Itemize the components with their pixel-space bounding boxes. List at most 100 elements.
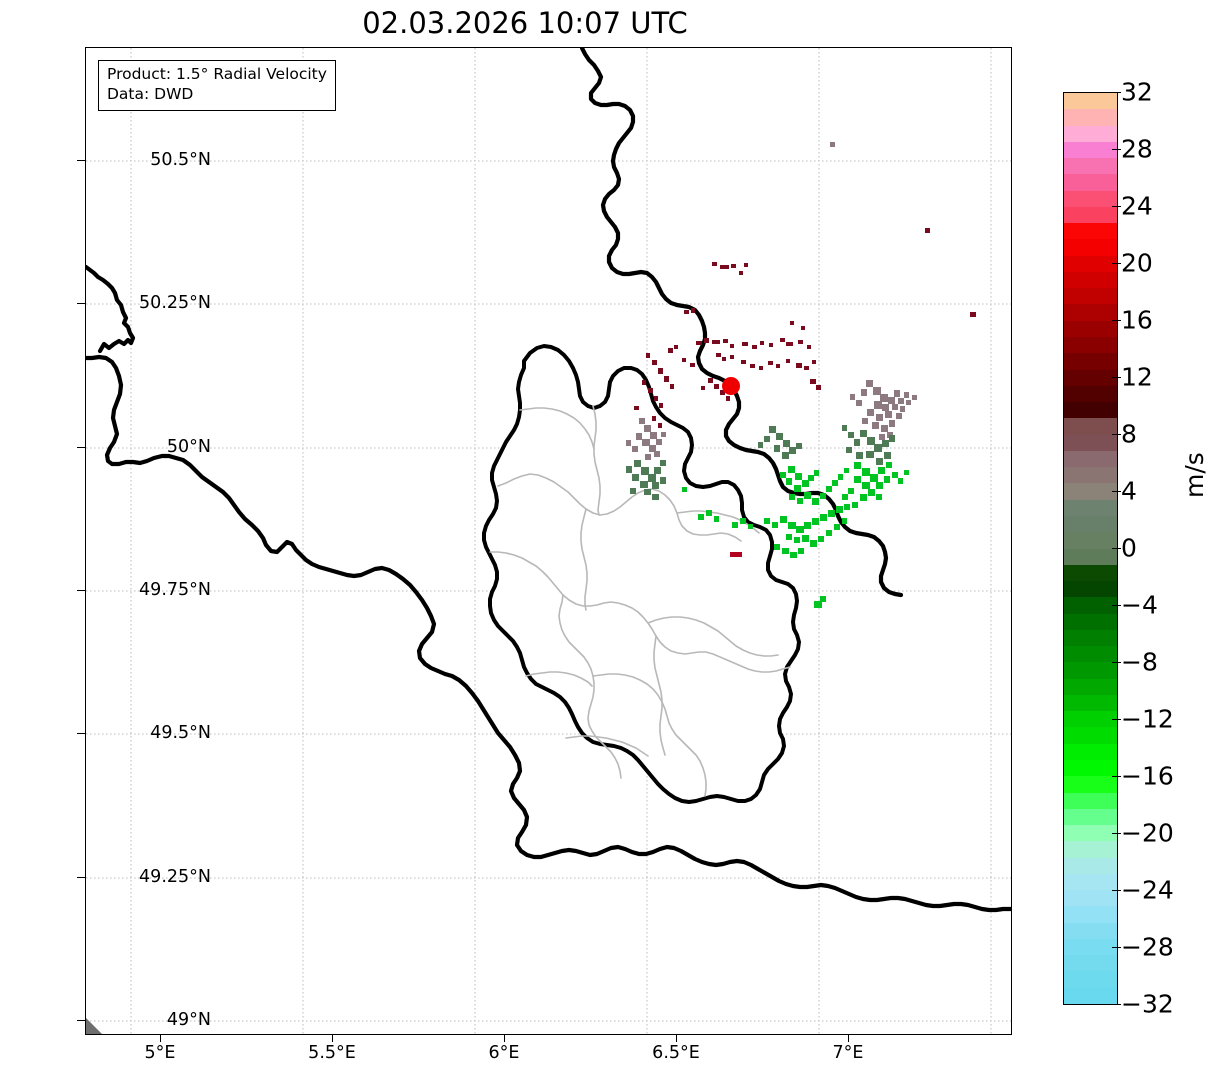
data-source-line: Data: DWD	[107, 84, 194, 103]
colorbar-band	[1064, 450, 1117, 468]
colorbar-tickmark	[1112, 605, 1121, 606]
colorbar-band	[1064, 873, 1117, 891]
x-tickmark	[504, 1035, 505, 1042]
y-axis-tick-label: 49.5°N	[150, 723, 211, 743]
colorbar-tickmark	[1112, 548, 1121, 549]
colorbar-band	[1064, 206, 1117, 224]
y-tickmark	[77, 447, 85, 448]
colorbar-gradient	[1063, 92, 1118, 1005]
colorbar-band	[1064, 353, 1117, 371]
luxembourg-border	[482, 344, 801, 804]
colorbar-tick-label: 4	[1121, 476, 1137, 506]
colorbar-band	[1064, 190, 1117, 208]
colorbar-band	[1064, 890, 1117, 907]
colorbar-unit-label: m/s	[1180, 452, 1209, 498]
colorbar-band	[1064, 613, 1117, 631]
map-canvas	[86, 48, 1011, 1034]
colorbar-tickmark	[1112, 206, 1121, 207]
colorbar-tick-label: 0	[1121, 533, 1137, 563]
colorbar-band	[1064, 548, 1117, 566]
colorbar-band	[1064, 808, 1117, 826]
colorbar-band	[1064, 109, 1117, 127]
colorbar-band	[1064, 938, 1117, 956]
country-borders	[86, 264, 1011, 913]
colorbar-band	[1064, 158, 1117, 175]
colorbar-band	[1064, 678, 1117, 696]
y-tickmark	[77, 160, 85, 161]
colorbar-tickmark	[1112, 491, 1121, 492]
colorbar-band	[1064, 825, 1117, 842]
colorbar-band	[1064, 271, 1117, 289]
colorbar-tickmark	[1112, 890, 1121, 891]
colorbar-band	[1064, 223, 1117, 240]
colorbar-band	[1064, 515, 1117, 533]
colorbar-band	[1064, 694, 1117, 712]
colorbar-band	[1064, 239, 1117, 257]
echo-segment-east	[730, 552, 742, 557]
corner-artifact	[86, 1018, 102, 1034]
colorbar-tickmark	[1112, 1004, 1121, 1005]
colorbar-band	[1064, 337, 1117, 354]
colorbar-tickmark	[1112, 434, 1121, 435]
colorbar-tick-label: 28	[1121, 134, 1153, 164]
colorbar-band	[1064, 955, 1117, 972]
colorbar-tick-label: 8	[1121, 419, 1137, 449]
colorbar-band	[1064, 792, 1117, 810]
x-tickmark	[160, 1035, 161, 1042]
colorbar-tickmark	[1112, 776, 1121, 777]
colorbar-band	[1064, 629, 1117, 647]
colorbar-tick-label: −20	[1121, 818, 1174, 848]
colorbar-band	[1064, 759, 1117, 777]
colorbar-tick-label: 20	[1121, 248, 1153, 278]
y-tickmark	[77, 1020, 85, 1021]
radar-echo-positive	[634, 228, 976, 428]
colorbar-band	[1064, 743, 1117, 761]
colorbar-tickmark	[1112, 149, 1121, 150]
colorbar-band	[1064, 841, 1117, 859]
colorbar-band	[1064, 857, 1117, 875]
x-axis-tick-label: 6.5°E	[652, 1043, 700, 1063]
page-title: 02.03.2026 10:07 UTC	[362, 6, 688, 40]
colorbar-band	[1064, 532, 1117, 550]
y-axis-tick-label: 49.25°N	[139, 867, 211, 887]
colorbar-tick-label: 16	[1121, 305, 1153, 335]
colorbar-tick-label: −32	[1121, 989, 1174, 1019]
colorbar-band	[1064, 304, 1117, 322]
country-border-north	[579, 48, 904, 598]
colorbar-band	[1064, 499, 1117, 517]
colorbar-band	[1064, 467, 1117, 484]
colorbar-tickmark	[1112, 92, 1121, 93]
colorbar-tickmark	[1112, 662, 1121, 663]
map-plot-area[interactable]: Product: 1.5° Radial Velocity Data: DWD	[85, 47, 1012, 1035]
y-tickmark	[77, 303, 85, 304]
colorbar-band	[1064, 971, 1117, 989]
y-axis-tick-label: 49.75°N	[139, 580, 211, 600]
colorbar-tick-label: 12	[1121, 362, 1153, 392]
colorbar-band	[1064, 776, 1117, 794]
colorbar-band	[1064, 141, 1117, 159]
colorbar-band	[1064, 369, 1117, 387]
colorbar-band	[1064, 906, 1117, 924]
x-tickmark	[332, 1035, 333, 1042]
colorbar-tick-label: −4	[1121, 590, 1158, 620]
x-tickmark	[848, 1035, 849, 1042]
colorbar-band	[1064, 922, 1117, 940]
colorbar-band	[1064, 597, 1117, 615]
colorbar-tick-label: −16	[1121, 761, 1174, 791]
colorbar-tickmark	[1112, 947, 1121, 948]
product-info-box: Product: 1.5° Radial Velocity Data: DWD	[98, 60, 336, 111]
colorbar[interactable]	[1063, 92, 1118, 1005]
y-axis-tick-label: 49°N	[166, 1010, 211, 1030]
colorbar-band	[1064, 418, 1117, 436]
colorbar-band	[1064, 646, 1117, 663]
colorbar-band	[1064, 288, 1117, 306]
colorbar-tickmark	[1112, 833, 1121, 834]
colorbar-band	[1064, 385, 1117, 403]
colorbar-tick-label: −8	[1121, 647, 1158, 677]
y-tickmark	[77, 877, 85, 878]
region-borders	[489, 405, 791, 797]
colorbar-band	[1064, 711, 1117, 728]
colorbar-band	[1064, 987, 1117, 1004]
colorbar-tickmark	[1112, 320, 1121, 321]
colorbar-band	[1064, 727, 1117, 745]
